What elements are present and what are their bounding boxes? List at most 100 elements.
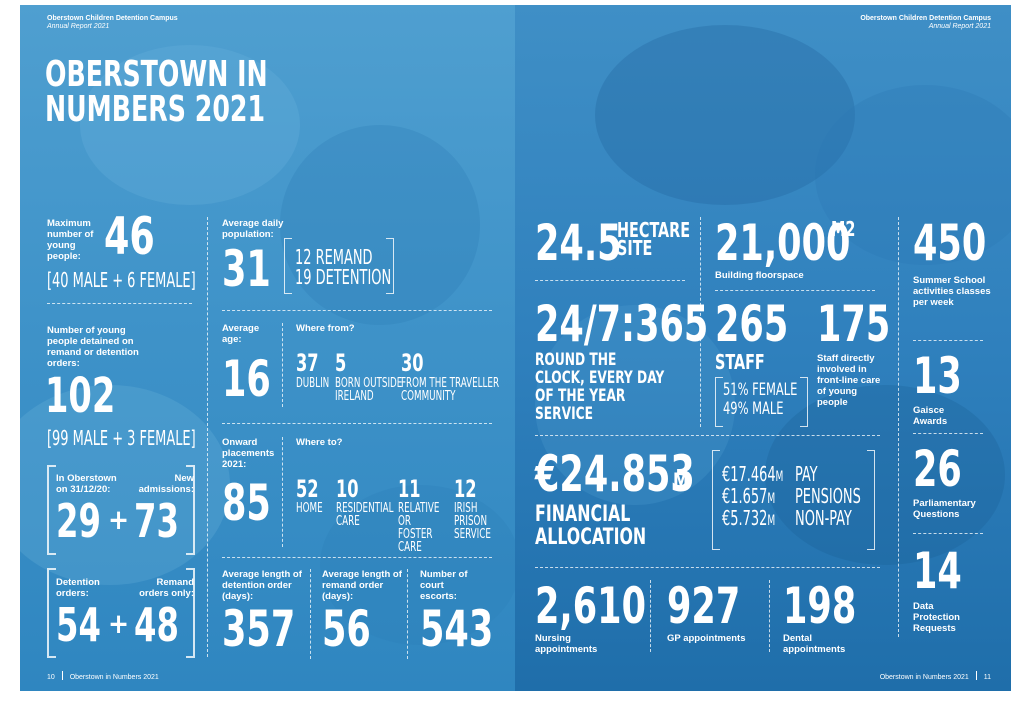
detention-orders-value: 54 <box>56 598 101 652</box>
running-header: Oberstown Children Detention Campus Annu… <box>860 15 991 31</box>
report-spread: Oberstown Children Detention Campus Annu… <box>20 5 1011 691</box>
remand-orders-value: 48 <box>134 598 179 652</box>
divider <box>222 557 492 558</box>
detention-length-value: 357 <box>222 600 296 658</box>
from-dublin-count: 37 <box>296 349 319 377</box>
column-divider <box>769 580 770 652</box>
bracket-left <box>284 238 292 294</box>
bracket-right <box>800 377 808 427</box>
divider <box>715 290 875 291</box>
page-footer-left: 10 Oberstown in Numbers 2021 <box>47 671 159 681</box>
court-escorts-value: 543 <box>420 600 494 658</box>
traveller-count: 30 <box>401 349 424 377</box>
where-to-label: Where to? <box>296 437 343 448</box>
divider <box>913 533 983 534</box>
report-subtitle: Annual Report 2021 <box>928 23 991 30</box>
divider <box>535 280 685 281</box>
residential-count: 10 <box>336 475 359 503</box>
in-oberstown-label: In Oberstown on 31/12/20: <box>56 473 117 495</box>
staff-value: 265 <box>715 295 789 353</box>
bracket-left <box>712 450 720 550</box>
amount-value: €17.464 <box>722 462 776 486</box>
service-value: 24/7:365 <box>535 295 709 353</box>
photo-texture <box>320 485 515 645</box>
nursing-label: Nursing appointments <box>535 633 598 655</box>
dental-label: Dental appointments <box>783 633 846 655</box>
report-org: Oberstown Children Detention Campus <box>860 15 991 22</box>
amount-unit: M <box>775 469 784 485</box>
new-admissions-value: 73 <box>134 494 179 548</box>
data-protection-label: Data Protection Requests <box>913 601 960 634</box>
photo-texture <box>595 25 855 205</box>
max-young-people-breakdown: [40 MALE + 6 FEMALE] <box>47 268 196 292</box>
staff-female: 51% FEMALE <box>723 380 798 400</box>
running-header: Oberstown Children Detention Campus Annu… <box>47 15 178 31</box>
bracket-right <box>186 568 195 658</box>
footer-rule <box>61 671 63 680</box>
report-org: Oberstown Children Detention Campus <box>47 15 178 22</box>
column-divider <box>282 323 283 407</box>
divider <box>535 567 880 568</box>
detention-count: 19 DETENTION <box>295 265 392 289</box>
page-number: 11 <box>983 674 991 681</box>
divider <box>913 340 983 341</box>
remand-orders-label: Remand orders only: <box>139 577 194 599</box>
bracket-left <box>47 465 56 555</box>
summer-school-label: Summer School activities classes per wee… <box>913 275 991 308</box>
bracket-right <box>867 450 875 550</box>
where-from-label: Where from? <box>296 323 355 334</box>
frontline-label: Staff directly involved in front-line ca… <box>817 353 881 408</box>
max-young-people-label: Maximum number of young people: <box>47 218 94 262</box>
financial-label: FINANCIAL ALLOCATION <box>535 502 647 550</box>
bracket-right <box>186 465 195 555</box>
footer-text: Oberstown in Numbers 2021 <box>879 674 969 681</box>
photo-texture <box>535 305 735 505</box>
home-count: 52 <box>296 475 319 503</box>
plus-sign: + <box>108 607 130 640</box>
dental-value: 198 <box>783 577 857 635</box>
divider <box>47 303 192 304</box>
page-number: 10 <box>47 674 55 681</box>
daily-pop-breakdown: 12 REMAND 19 DETENTION <box>295 247 391 287</box>
left-page: Oberstown Children Detention Campus Annu… <box>20 5 515 691</box>
floorspace-unit: M2 <box>831 217 856 241</box>
new-admissions-label: New admissions: <box>138 473 194 495</box>
footer-rule <box>975 671 977 680</box>
column-divider <box>282 437 283 547</box>
gp-value: 927 <box>667 577 741 635</box>
financial-unit: M <box>673 470 689 495</box>
staff-label: STAFF <box>715 350 765 374</box>
photo-texture <box>20 385 230 585</box>
site-unit: HECTARE SITE <box>617 218 691 260</box>
divider <box>222 310 492 311</box>
prison-count: 12 <box>454 475 477 503</box>
detention-orders-label: Detention orders: <box>56 577 100 599</box>
amount-unit: M <box>767 491 776 507</box>
gp-label: GP appointments <box>667 633 746 644</box>
relative-text: RELATIVE OR FOSTER CARE <box>398 501 440 555</box>
staff-gender-split: 51% FEMALE 49% MALE <box>723 381 797 419</box>
bracket-left <box>715 377 723 427</box>
pq-label: Parliamentary Questions <box>913 498 976 520</box>
divider <box>222 423 492 424</box>
column-divider <box>407 569 408 659</box>
photo-texture <box>80 45 300 205</box>
detention-length-label: Average length of detention order (days)… <box>222 569 302 602</box>
summer-school-value: 450 <box>913 214 987 272</box>
bracket-left <box>47 568 56 658</box>
born-outside-text: BORN OUTSIDE IRELAND <box>335 376 403 404</box>
max-young-people-value: 46 <box>104 207 155 267</box>
amount-unit: M <box>767 513 776 529</box>
bracket-right <box>386 238 394 294</box>
pay-label: PAY <box>795 462 818 486</box>
remand-length-value: 56 <box>322 600 371 658</box>
detained-breakdown: [99 MALE + 3 FEMALE] <box>47 426 196 450</box>
gaisce-value: 13 <box>913 347 962 405</box>
frontline-value: 175 <box>817 295 891 353</box>
pay-amount: €17.464M <box>722 463 783 488</box>
nonpay-label: NON-PAY <box>795 506 852 530</box>
financial-value: €24.853 <box>535 445 695 503</box>
title-line-2: NUMBERS 2021 <box>45 89 266 130</box>
daily-pop-value: 31 <box>222 240 271 298</box>
column-divider <box>207 217 208 657</box>
